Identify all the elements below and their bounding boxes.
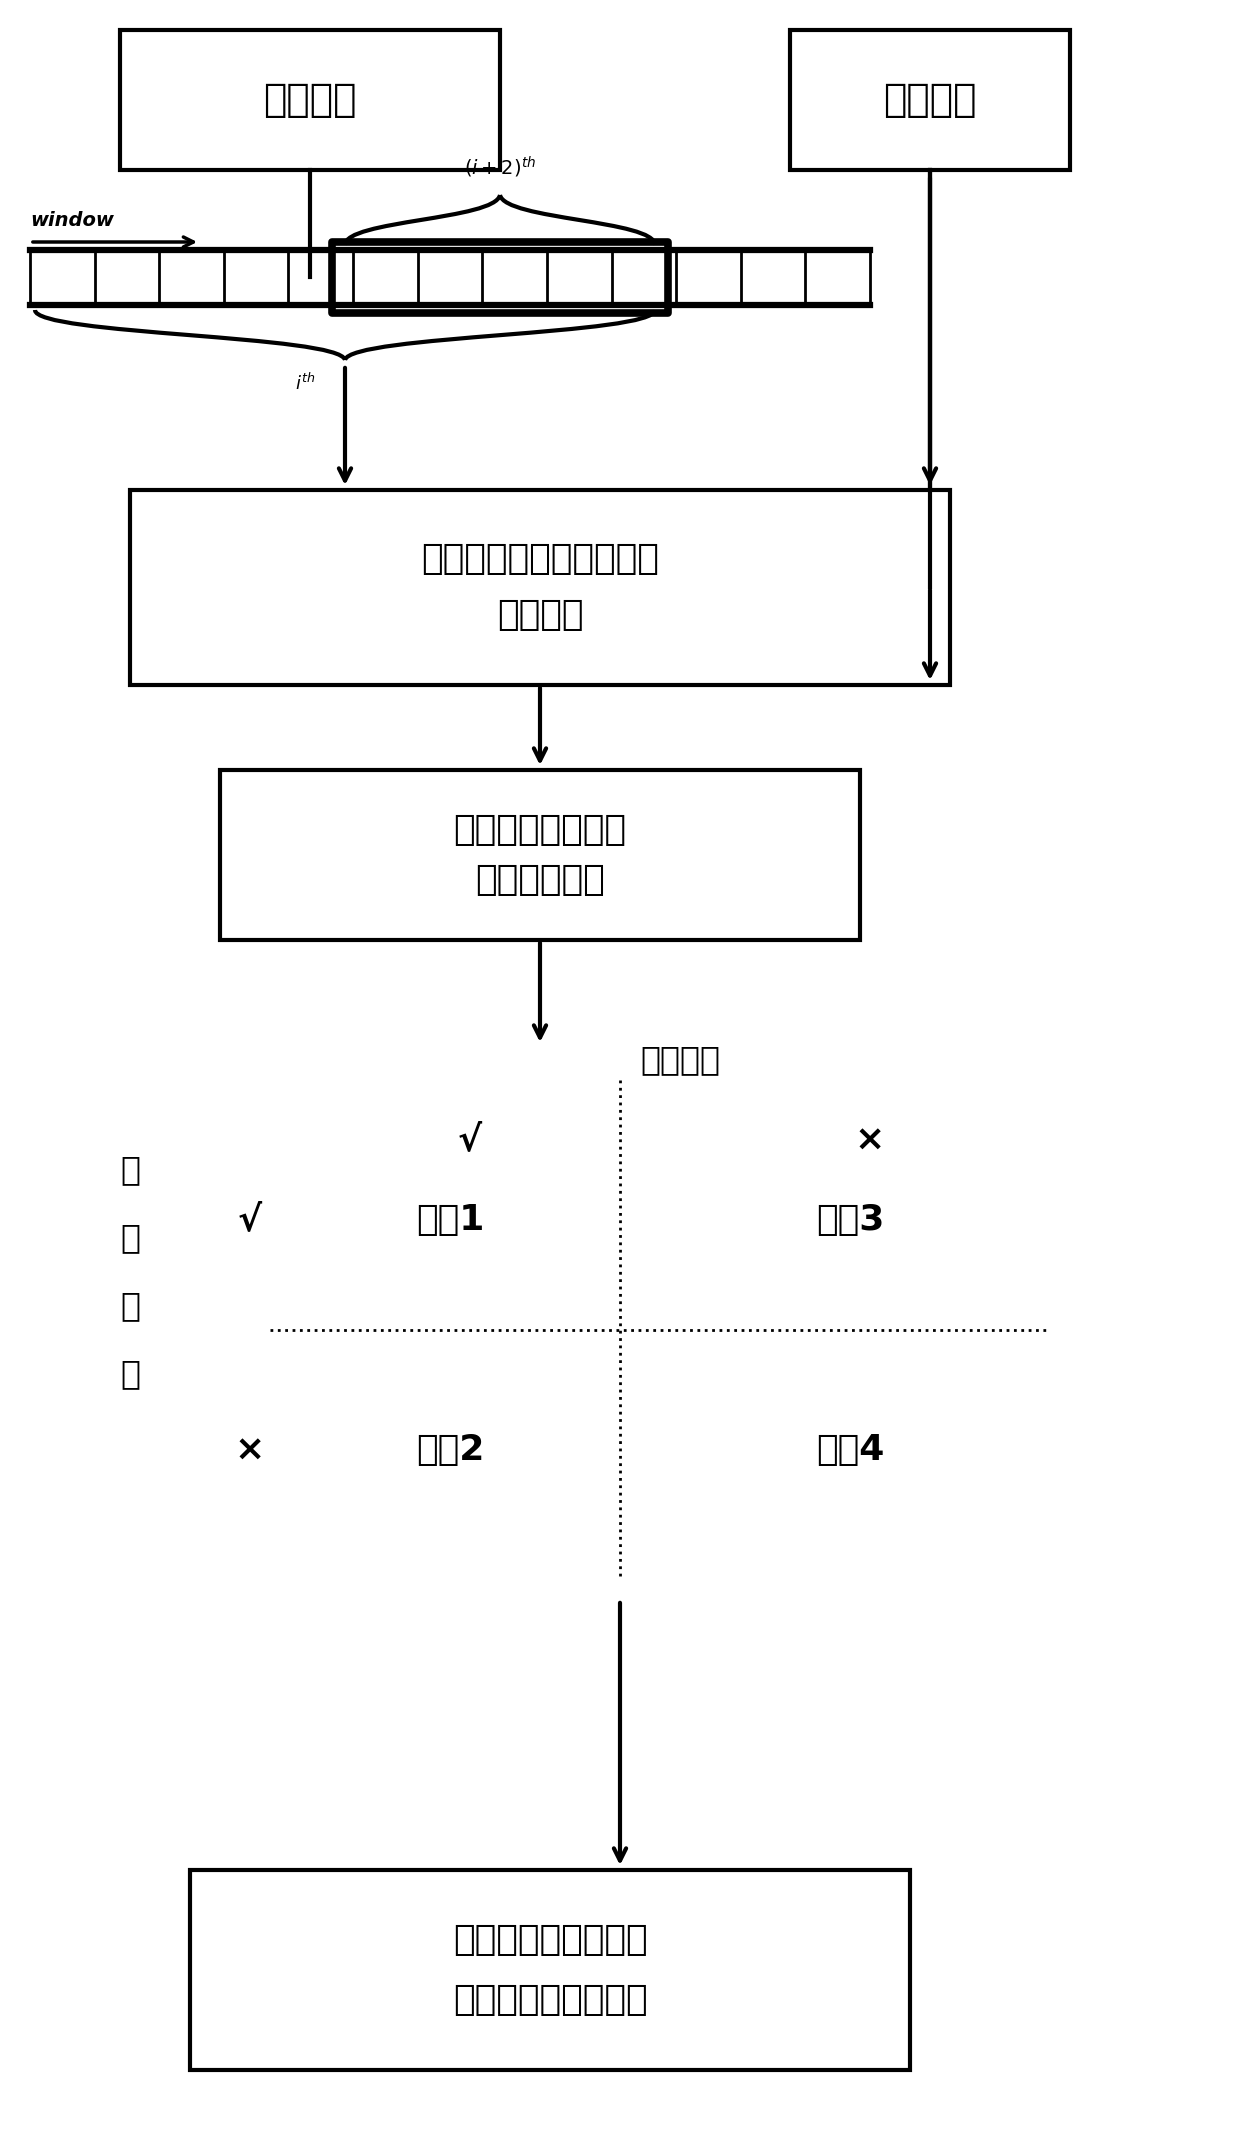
- Text: √: √: [238, 1202, 262, 1237]
- Text: 提取出两个动静的: 提取出两个动静的: [454, 812, 626, 846]
- Text: ×: ×: [234, 1434, 265, 1468]
- Text: 根据不同情形，采取: 根据不同情形，采取: [453, 1922, 647, 1957]
- Text: √: √: [458, 1123, 482, 1157]
- Text: 分布差异指标: 分布差异指标: [475, 864, 605, 898]
- Text: 监测样本: 监测样本: [263, 81, 357, 120]
- Text: 态: 态: [120, 1222, 140, 1254]
- Bar: [219, 769, 861, 941]
- Bar: [120, 30, 500, 169]
- Text: 指: 指: [120, 1290, 140, 1322]
- Text: window: window: [30, 210, 114, 229]
- Bar: [332, 242, 668, 313]
- Text: ×: ×: [854, 1123, 885, 1157]
- Text: 静态指标: 静态指标: [640, 1044, 720, 1076]
- Text: 参考样本: 参考样本: [883, 81, 977, 120]
- Text: 情形4: 情形4: [816, 1434, 884, 1468]
- Bar: [190, 1871, 910, 2070]
- Text: 情形3: 情形3: [816, 1202, 884, 1237]
- Text: 基于慢特征的动静协同的: 基于慢特征的动静协同的: [422, 542, 658, 576]
- Text: 差异分析: 差异分析: [497, 598, 583, 632]
- Bar: [130, 491, 950, 686]
- Text: $(i+2)^{th}$: $(i+2)^{th}$: [464, 154, 536, 180]
- Bar: [790, 30, 1070, 169]
- Text: 对应的报警管理方法: 对应的报警管理方法: [453, 1982, 647, 2017]
- Text: 情形1: 情形1: [415, 1202, 484, 1237]
- Text: $i^{th}$: $i^{th}$: [295, 373, 315, 394]
- Text: 动: 动: [120, 1153, 140, 1187]
- Text: 情形2: 情形2: [415, 1434, 484, 1468]
- Text: 标: 标: [120, 1357, 140, 1391]
